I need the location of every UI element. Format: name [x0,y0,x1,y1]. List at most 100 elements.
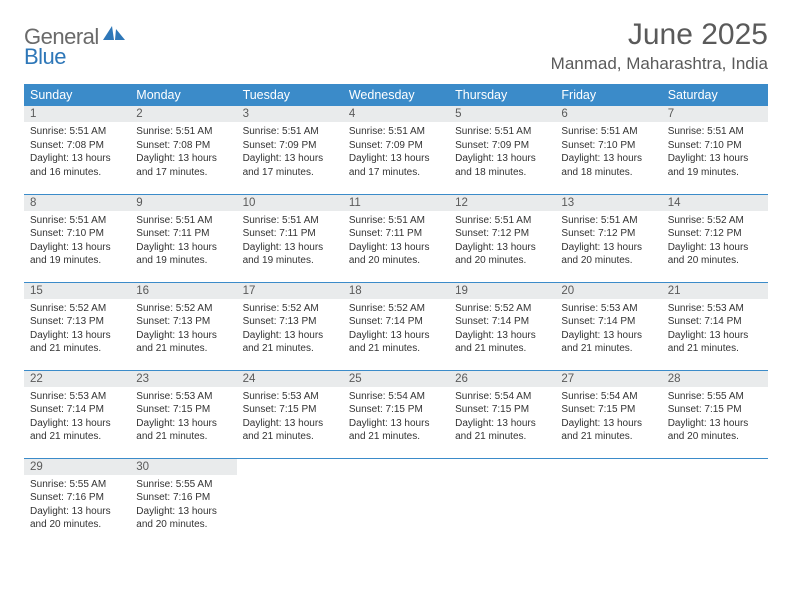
calendar-table: SundayMondayTuesdayWednesdayThursdayFrid… [24,84,768,546]
month-title: June 2025 [551,18,768,52]
weekday-header: Tuesday [237,84,343,106]
calendar-day-cell: 24Sunrise: 5:53 AMSunset: 7:15 PMDayligh… [237,370,343,458]
calendar-body: 1Sunrise: 5:51 AMSunset: 7:08 PMDaylight… [24,106,768,546]
day-details: Sunrise: 5:55 AMSunset: 7:15 PMDaylight:… [662,387,768,450]
calendar-week-row: 8Sunrise: 5:51 AMSunset: 7:10 PMDaylight… [24,194,768,282]
day-number: 18 [343,283,449,299]
calendar-day-cell: 1Sunrise: 5:51 AMSunset: 7:08 PMDaylight… [24,106,130,194]
calendar-week-row: 29Sunrise: 5:55 AMSunset: 7:16 PMDayligh… [24,458,768,546]
day-number: 12 [449,195,555,211]
day-details: Sunrise: 5:51 AMSunset: 7:08 PMDaylight:… [24,122,130,185]
day-details: Sunrise: 5:51 AMSunset: 7:12 PMDaylight:… [555,211,661,274]
calendar-day-cell: 5Sunrise: 5:51 AMSunset: 7:09 PMDaylight… [449,106,555,194]
day-number: 27 [555,371,661,387]
calendar-day-cell: 10Sunrise: 5:51 AMSunset: 7:11 PMDayligh… [237,194,343,282]
day-details: Sunrise: 5:52 AMSunset: 7:14 PMDaylight:… [343,299,449,362]
day-details: Sunrise: 5:51 AMSunset: 7:11 PMDaylight:… [130,211,236,274]
day-number: 26 [449,371,555,387]
day-number: 25 [343,371,449,387]
day-details: Sunrise: 5:52 AMSunset: 7:13 PMDaylight:… [24,299,130,362]
calendar-day-cell [662,458,768,546]
day-number: 1 [24,106,130,122]
day-details: Sunrise: 5:53 AMSunset: 7:15 PMDaylight:… [237,387,343,450]
day-number: 2 [130,106,236,122]
calendar-day-cell: 11Sunrise: 5:51 AMSunset: 7:11 PMDayligh… [343,194,449,282]
calendar-day-cell: 15Sunrise: 5:52 AMSunset: 7:13 PMDayligh… [24,282,130,370]
calendar-week-row: 1Sunrise: 5:51 AMSunset: 7:08 PMDaylight… [24,106,768,194]
day-details: Sunrise: 5:52 AMSunset: 7:13 PMDaylight:… [130,299,236,362]
day-details: Sunrise: 5:51 AMSunset: 7:11 PMDaylight:… [237,211,343,274]
location-text: Manmad, Maharashtra, India [551,54,768,74]
day-number: 4 [343,106,449,122]
weekday-header: Monday [130,84,236,106]
day-details: Sunrise: 5:53 AMSunset: 7:14 PMDaylight:… [555,299,661,362]
day-number: 29 [24,459,130,475]
calendar-day-cell: 25Sunrise: 5:54 AMSunset: 7:15 PMDayligh… [343,370,449,458]
day-number: 5 [449,106,555,122]
calendar-day-cell: 4Sunrise: 5:51 AMSunset: 7:09 PMDaylight… [343,106,449,194]
calendar-day-cell: 28Sunrise: 5:55 AMSunset: 7:15 PMDayligh… [662,370,768,458]
calendar-day-cell: 19Sunrise: 5:52 AMSunset: 7:14 PMDayligh… [449,282,555,370]
day-number: 13 [555,195,661,211]
calendar-day-cell: 3Sunrise: 5:51 AMSunset: 7:09 PMDaylight… [237,106,343,194]
calendar-day-cell: 14Sunrise: 5:52 AMSunset: 7:12 PMDayligh… [662,194,768,282]
day-details: Sunrise: 5:51 AMSunset: 7:09 PMDaylight:… [343,122,449,185]
day-details: Sunrise: 5:54 AMSunset: 7:15 PMDaylight:… [343,387,449,450]
day-details: Sunrise: 5:51 AMSunset: 7:09 PMDaylight:… [449,122,555,185]
day-details: Sunrise: 5:51 AMSunset: 7:11 PMDaylight:… [343,211,449,274]
calendar-day-cell: 30Sunrise: 5:55 AMSunset: 7:16 PMDayligh… [130,458,236,546]
calendar-day-cell: 26Sunrise: 5:54 AMSunset: 7:15 PMDayligh… [449,370,555,458]
day-details: Sunrise: 5:55 AMSunset: 7:16 PMDaylight:… [24,475,130,538]
weekday-header: Thursday [449,84,555,106]
day-number: 14 [662,195,768,211]
calendar-day-cell: 12Sunrise: 5:51 AMSunset: 7:12 PMDayligh… [449,194,555,282]
day-number: 16 [130,283,236,299]
calendar-day-cell: 22Sunrise: 5:53 AMSunset: 7:14 PMDayligh… [24,370,130,458]
weekday-header-row: SundayMondayTuesdayWednesdayThursdayFrid… [24,84,768,106]
day-number: 10 [237,195,343,211]
day-details: Sunrise: 5:51 AMSunset: 7:12 PMDaylight:… [449,211,555,274]
calendar-day-cell: 18Sunrise: 5:52 AMSunset: 7:14 PMDayligh… [343,282,449,370]
day-details: Sunrise: 5:52 AMSunset: 7:13 PMDaylight:… [237,299,343,362]
day-number: 19 [449,283,555,299]
day-number: 21 [662,283,768,299]
day-number: 17 [237,283,343,299]
calendar-day-cell: 6Sunrise: 5:51 AMSunset: 7:10 PMDaylight… [555,106,661,194]
day-details: Sunrise: 5:51 AMSunset: 7:08 PMDaylight:… [130,122,236,185]
day-details: Sunrise: 5:53 AMSunset: 7:14 PMDaylight:… [24,387,130,450]
day-number: 20 [555,283,661,299]
day-number: 22 [24,371,130,387]
calendar-day-cell: 20Sunrise: 5:53 AMSunset: 7:14 PMDayligh… [555,282,661,370]
day-number: 15 [24,283,130,299]
day-number: 7 [662,106,768,122]
day-details: Sunrise: 5:53 AMSunset: 7:14 PMDaylight:… [662,299,768,362]
day-number: 3 [237,106,343,122]
day-number: 11 [343,195,449,211]
calendar-day-cell [555,458,661,546]
logo-sail-icon [103,24,125,40]
day-details: Sunrise: 5:54 AMSunset: 7:15 PMDaylight:… [555,387,661,450]
logo-blue-text: Blue [24,44,66,69]
calendar-day-cell: 29Sunrise: 5:55 AMSunset: 7:16 PMDayligh… [24,458,130,546]
day-details: Sunrise: 5:51 AMSunset: 7:10 PMDaylight:… [555,122,661,185]
day-details: Sunrise: 5:51 AMSunset: 7:10 PMDaylight:… [24,211,130,274]
day-number: 30 [130,459,236,475]
calendar-day-cell: 7Sunrise: 5:51 AMSunset: 7:10 PMDaylight… [662,106,768,194]
weekday-header: Saturday [662,84,768,106]
day-details: Sunrise: 5:55 AMSunset: 7:16 PMDaylight:… [130,475,236,538]
title-block: June 2025 Manmad, Maharashtra, India [551,18,768,74]
calendar-day-cell: 9Sunrise: 5:51 AMSunset: 7:11 PMDaylight… [130,194,236,282]
day-details: Sunrise: 5:54 AMSunset: 7:15 PMDaylight:… [449,387,555,450]
calendar-day-cell [343,458,449,546]
day-details: Sunrise: 5:52 AMSunset: 7:12 PMDaylight:… [662,211,768,274]
calendar-day-cell: 23Sunrise: 5:53 AMSunset: 7:15 PMDayligh… [130,370,236,458]
day-details: Sunrise: 5:52 AMSunset: 7:14 PMDaylight:… [449,299,555,362]
day-number: 9 [130,195,236,211]
calendar-day-cell: 21Sunrise: 5:53 AMSunset: 7:14 PMDayligh… [662,282,768,370]
day-number: 24 [237,371,343,387]
calendar-day-cell [449,458,555,546]
day-number: 6 [555,106,661,122]
calendar-day-cell: 27Sunrise: 5:54 AMSunset: 7:15 PMDayligh… [555,370,661,458]
day-number: 28 [662,371,768,387]
calendar-day-cell [237,458,343,546]
